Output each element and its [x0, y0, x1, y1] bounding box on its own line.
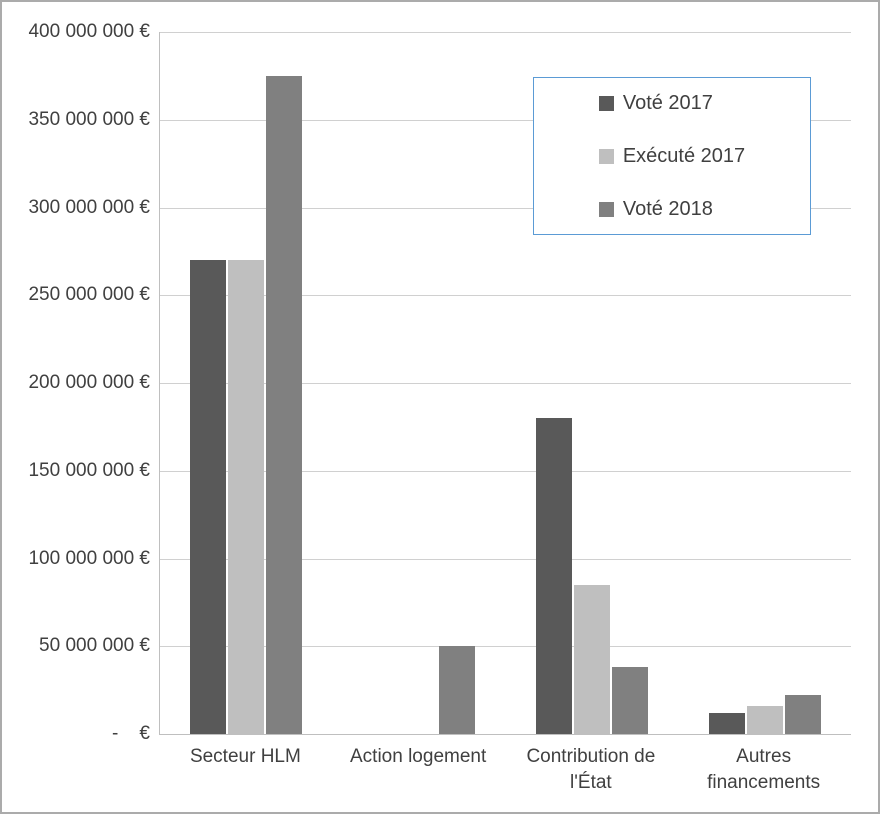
bar-3-3 [611, 667, 648, 734]
gridline [160, 119, 851, 121]
y-tick-label: 150 000 000 € [28, 459, 150, 481]
plot-area: Voté 2017 Exécuté 2017 Voté 2018 [159, 32, 851, 735]
bar-4-1 [708, 713, 745, 734]
gridline [160, 558, 851, 560]
gridlines [160, 32, 851, 734]
bar-4-2 [746, 706, 783, 734]
y-tick-label: - € [111, 723, 150, 744]
gridline [160, 646, 851, 648]
gridline [160, 383, 851, 384]
gridline [160, 470, 851, 472]
bar-1-2 [228, 260, 265, 734]
category-label: Action logement [350, 746, 487, 767]
bar-3-1 [535, 418, 572, 734]
gridline [160, 32, 851, 33]
y-tick-label: 300 000 000 € [28, 196, 150, 218]
legend-items: Voté 2017 Exécuté 2017 Voté 2018 [598, 91, 746, 221]
y-tick-label: 200 000 000 € [28, 372, 150, 393]
bars-layer [160, 32, 851, 734]
legend: Voté 2017 Exécuté 2017 Voté 2018 [533, 77, 811, 235]
legend-item: Voté 2018 [598, 197, 745, 221]
y-tick-label: 50 000 000 € [39, 635, 150, 657]
legend-label: Voté 2018 [622, 197, 713, 220]
legend-item: Voté 2017 [598, 91, 745, 115]
category-label: Contribution de l'État [526, 746, 656, 793]
bar-2-3 [439, 646, 476, 734]
y-tick-label: 350 000 000 € [28, 108, 150, 130]
category-label: Secteur HLM [189, 746, 301, 767]
y-tick-label: 250 000 000 € [28, 284, 150, 306]
legend-label: Voté 2017 [622, 91, 713, 114]
y-tick-label: 100 000 000 € [28, 547, 150, 569]
category-label: Autres financements [707, 746, 821, 793]
bar-3-2 [573, 585, 610, 734]
bar-1-3 [266, 76, 303, 734]
gridline [160, 295, 851, 297]
bar-4-3 [784, 695, 821, 734]
y-axis-labels: - € 50 000 000 € 100 000 000 € 150 000 000 … [2, 2, 150, 812]
legend-swatch [598, 201, 614, 217]
legend-swatch [598, 95, 614, 111]
bar-1-1 [190, 260, 227, 734]
gridline [160, 207, 851, 209]
legend-item: Exécuté 2017 [598, 144, 746, 168]
legend-swatch [598, 148, 614, 164]
legend-label: Exécuté 2017 [622, 144, 746, 167]
y-tick-label: 400 000 000 € [28, 21, 150, 42]
